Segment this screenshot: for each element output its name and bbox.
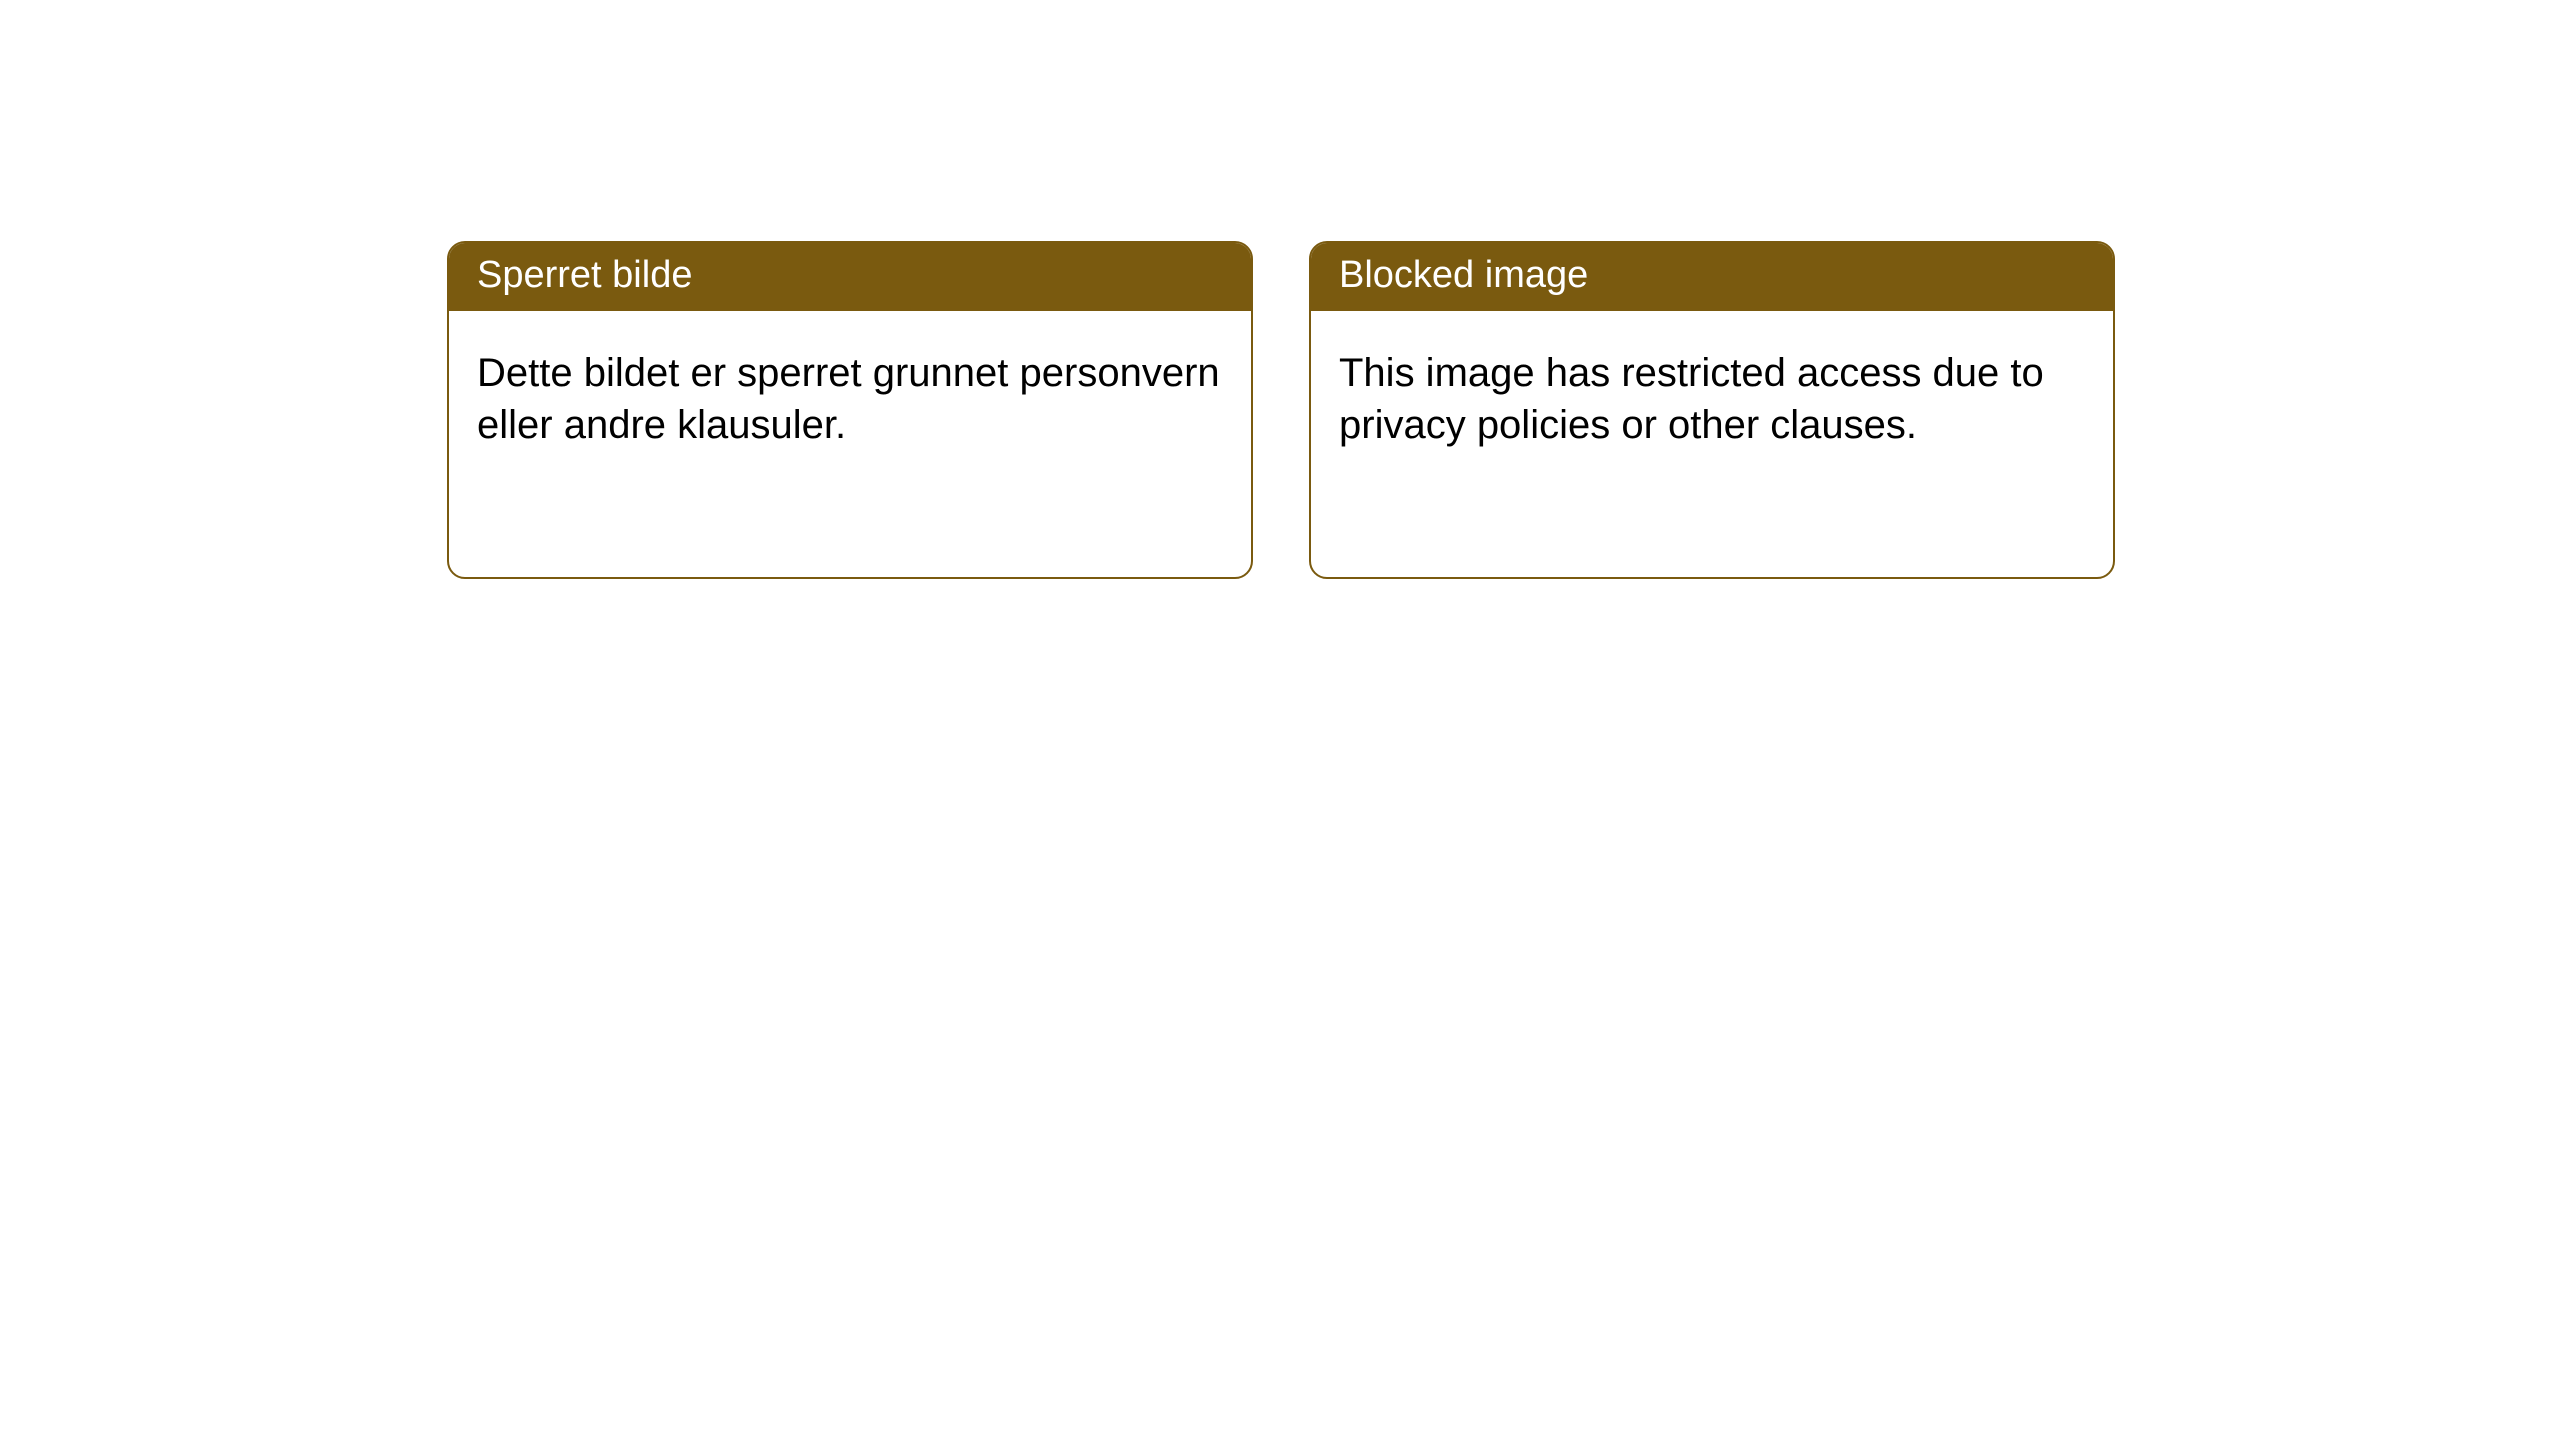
card-title-no: Sperret bilde bbox=[477, 254, 692, 296]
card-message-en: This image has restricted access due to … bbox=[1339, 351, 2044, 448]
blocked-image-card-norwegian: Sperret bilde Dette bildet er sperret gr… bbox=[447, 241, 1253, 579]
card-message-no: Dette bildet er sperret grunnet personve… bbox=[477, 351, 1220, 448]
card-header-no: Sperret bilde bbox=[449, 243, 1251, 311]
card-body-no: Dette bildet er sperret grunnet personve… bbox=[449, 311, 1251, 481]
card-header-en: Blocked image bbox=[1311, 243, 2113, 311]
card-title-en: Blocked image bbox=[1339, 254, 1588, 296]
blocked-image-card-english: Blocked image This image has restricted … bbox=[1309, 241, 2115, 579]
card-body-en: This image has restricted access due to … bbox=[1311, 311, 2113, 481]
notice-container: Sperret bilde Dette bildet er sperret gr… bbox=[0, 0, 2560, 579]
